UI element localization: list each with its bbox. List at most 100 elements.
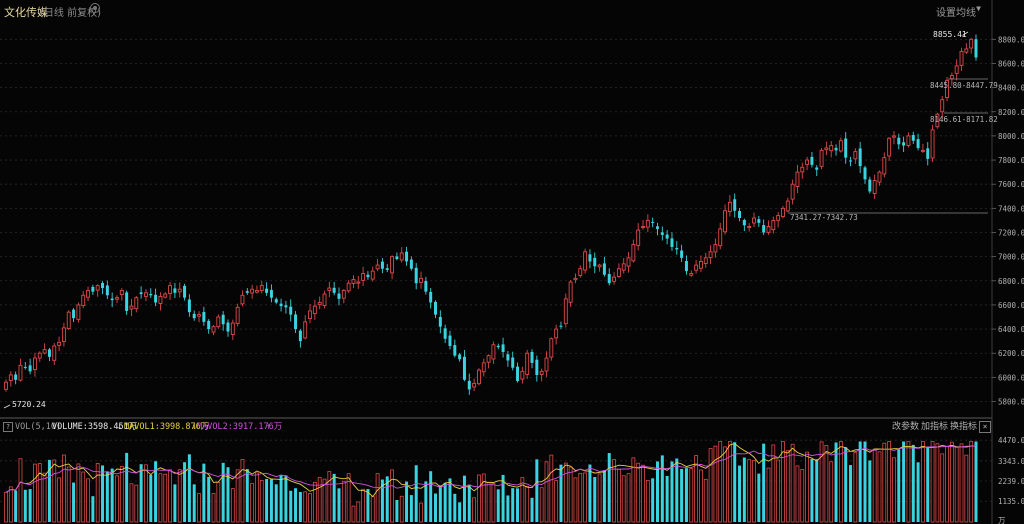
volume-bar-up	[921, 441, 925, 523]
settings-ma-button[interactable]: 设置均线	[936, 8, 976, 19]
help-icon[interactable]: ?	[3, 422, 13, 432]
volume-bar-up	[824, 444, 829, 523]
candle-body-up	[134, 297, 139, 310]
candle-body-up	[61, 327, 66, 342]
candle-body-down	[28, 365, 32, 372]
candle-body-down	[506, 354, 510, 361]
candle-body-up	[829, 145, 834, 152]
candle-body-up	[930, 129, 935, 159]
candle-body-down	[424, 281, 428, 292]
volume-bar-up	[964, 454, 969, 523]
volume-bar-up	[636, 462, 641, 523]
volume-bar-up	[805, 451, 809, 523]
volume-bar-up	[877, 451, 882, 523]
volume-bar-down	[105, 471, 109, 522]
candle-body-up	[959, 50, 964, 66]
candle-body-down	[868, 179, 872, 192]
volume-bar-down	[110, 468, 114, 522]
gap2-label: 8146.61-8171.82	[930, 115, 998, 124]
volume-bar-down	[294, 488, 298, 522]
candle-body-up	[303, 321, 308, 339]
close-icon[interactable]: ×	[979, 421, 991, 433]
candle-body-down	[438, 316, 442, 327]
candle-body-down	[332, 287, 336, 293]
candle-body-down	[274, 299, 278, 303]
add-indicator-button[interactable]: 加指标	[921, 422, 949, 432]
candle-body-down	[897, 137, 901, 145]
candle-body-up	[563, 298, 568, 325]
volume-bar-down	[593, 477, 597, 522]
candle-body-up	[520, 370, 525, 380]
candle-body-up	[795, 171, 800, 187]
candle-body-up	[76, 304, 81, 320]
candle-body-down	[757, 219, 761, 223]
candle-body-up	[356, 281, 361, 284]
volume-bar-down	[125, 452, 129, 522]
volume-bar-up	[790, 443, 795, 523]
volume-bar-up	[129, 483, 134, 523]
candle-body-up	[578, 268, 583, 276]
candle-body-up	[235, 306, 240, 324]
volume-bar-up	[419, 502, 423, 523]
volume-bar-down	[467, 484, 471, 522]
volume-bar-down	[815, 459, 819, 522]
candle-body-up	[641, 226, 645, 228]
volume-bar-up	[781, 441, 785, 523]
volume-bar-up	[829, 461, 834, 523]
volume-bar-up	[539, 487, 544, 523]
candle-body-up	[322, 293, 327, 306]
candle-body-up	[211, 326, 216, 333]
candle-body-up	[597, 264, 602, 268]
volume-bar-up	[525, 485, 530, 523]
candle-body-down	[72, 309, 76, 319]
volume-bar-down	[670, 461, 674, 522]
volume-bar-up	[713, 445, 718, 523]
volume-bar-up	[887, 441, 892, 523]
candle-body-up	[969, 38, 974, 49]
volume-indicator-name: VOL(5,10)	[15, 422, 62, 432]
volume-bar-down	[675, 458, 679, 522]
volume-bar-up	[76, 463, 81, 523]
candle-body-up	[361, 273, 366, 281]
candle-body-down	[815, 167, 819, 170]
candle-body-down	[559, 325, 563, 327]
volume-bar-up	[477, 474, 481, 523]
volume-bar-up	[616, 468, 621, 523]
volume-bar-down	[289, 490, 293, 522]
volume-bar-down	[462, 475, 466, 522]
edit-params-button[interactable]: 改参数	[892, 422, 920, 432]
switch-indicator-button[interactable]: 换指标	[950, 422, 978, 432]
candle-body-down	[298, 330, 302, 342]
volume-bar-up	[930, 441, 935, 523]
candle-body-up	[4, 381, 8, 390]
candle-body-down	[670, 238, 674, 247]
candle-body-up	[472, 382, 477, 388]
volume-bar-down	[245, 469, 249, 522]
volume-bar-up	[370, 496, 375, 523]
volume-bar-down	[863, 441, 867, 522]
volume-bar-up	[346, 473, 351, 523]
chevron-down-icon[interactable]: ▼	[976, 4, 981, 13]
volume-bar-up	[703, 478, 708, 523]
candle-body-down	[289, 306, 293, 315]
volume-bar-up	[216, 482, 221, 523]
candle-body-up	[723, 210, 728, 233]
candle-body-down	[467, 380, 471, 390]
volume-bar-down	[221, 462, 225, 522]
candle-body-up	[37, 352, 42, 359]
volume-bar-up	[573, 477, 578, 523]
volume-bar-down	[844, 447, 848, 522]
volume-bar-down	[501, 474, 505, 522]
gear-icon[interactable]	[90, 3, 100, 13]
volume-tick-labels: 4470.00 3343.00 2239.00 1135.00 万	[998, 436, 1024, 524]
candle-body-down	[448, 335, 452, 346]
candle-body-up	[346, 282, 351, 292]
candle-body-down	[366, 274, 370, 278]
candle-body-up	[250, 288, 255, 294]
volume-bar-up	[86, 478, 90, 523]
volume-bar-up	[308, 493, 312, 523]
candle-body-up	[158, 296, 163, 304]
price-tick-label: 7000.00	[998, 253, 1024, 262]
volume-bar-down	[655, 461, 659, 522]
